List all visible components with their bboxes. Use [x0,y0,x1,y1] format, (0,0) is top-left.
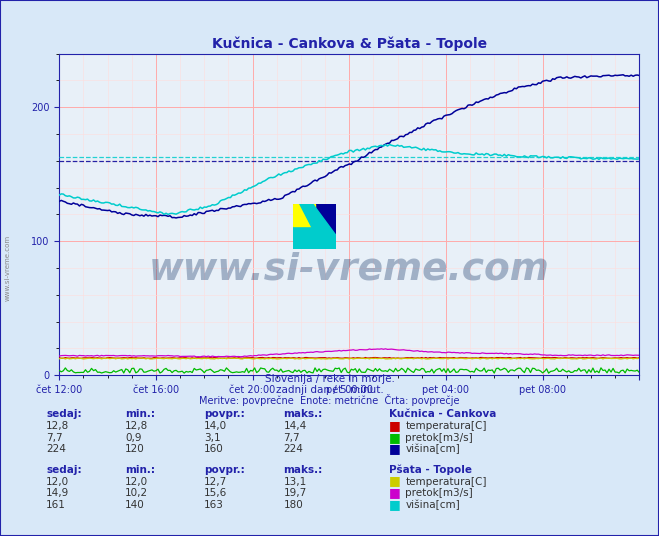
Text: ■: ■ [389,442,401,456]
Text: Pšata - Topole: Pšata - Topole [389,464,472,475]
Text: ■: ■ [389,419,401,432]
Text: min.:: min.: [125,409,156,419]
Text: 12,0: 12,0 [125,477,148,487]
Text: 120: 120 [125,444,145,455]
Text: ■: ■ [389,498,401,511]
Text: maks.:: maks.: [283,409,323,419]
Text: 12,8: 12,8 [46,421,69,431]
Text: 14,4: 14,4 [283,421,306,431]
Polygon shape [293,204,336,249]
Text: 224: 224 [46,444,66,455]
Text: 12,0: 12,0 [46,477,69,487]
Text: 14,0: 14,0 [204,421,227,431]
Text: ■: ■ [389,474,401,488]
Text: www.si-vreme.com: www.si-vreme.com [5,235,11,301]
Text: temperatura[C]: temperatura[C] [405,477,487,487]
Title: Kučnica - Cankova & Pšata - Topole: Kučnica - Cankova & Pšata - Topole [212,36,487,51]
Text: www.si-vreme.com: www.si-vreme.com [149,251,550,287]
Text: 180: 180 [283,500,303,510]
Text: 10,2: 10,2 [125,488,148,498]
Text: 160: 160 [204,444,224,455]
Text: 224: 224 [283,444,303,455]
Text: 0,9: 0,9 [125,433,142,443]
Text: 3,1: 3,1 [204,433,221,443]
Text: ■: ■ [389,430,401,444]
Polygon shape [293,204,336,249]
Text: višina[cm]: višina[cm] [405,500,460,510]
Text: 7,7: 7,7 [283,433,300,443]
Text: min.:: min.: [125,465,156,475]
Bar [293,204,315,227]
Text: 12,7: 12,7 [204,477,227,487]
Polygon shape [300,204,336,249]
Text: ■: ■ [389,486,401,500]
Text: Slovenija / reke in morje.: Slovenija / reke in morje. [264,374,395,384]
Text: sedaj:: sedaj: [46,465,82,475]
Text: 19,7: 19,7 [283,488,306,498]
Text: temperatura[C]: temperatura[C] [405,421,487,431]
Text: 15,6: 15,6 [204,488,227,498]
Text: povpr.:: povpr.: [204,409,245,419]
Text: višina[cm]: višina[cm] [405,444,460,455]
Text: 14,9: 14,9 [46,488,69,498]
Text: Meritve: povprečne  Enote: metrične  Črta: povprečje: Meritve: povprečne Enote: metrične Črta:… [199,393,460,406]
Text: Kučnica - Cankova: Kučnica - Cankova [389,409,496,419]
Text: pretok[m3/s]: pretok[m3/s] [405,488,473,498]
Text: sedaj:: sedaj: [46,409,82,419]
Text: 13,1: 13,1 [283,477,306,487]
Text: 140: 140 [125,500,145,510]
Text: 163: 163 [204,500,224,510]
Text: maks.:: maks.: [283,465,323,475]
Text: 7,7: 7,7 [46,433,63,443]
Text: pretok[m3/s]: pretok[m3/s] [405,433,473,443]
Text: povpr.:: povpr.: [204,465,245,475]
Text: 161: 161 [46,500,66,510]
Text: zadnji dan / 5 minut.: zadnji dan / 5 minut. [275,385,384,395]
Text: 12,8: 12,8 [125,421,148,431]
